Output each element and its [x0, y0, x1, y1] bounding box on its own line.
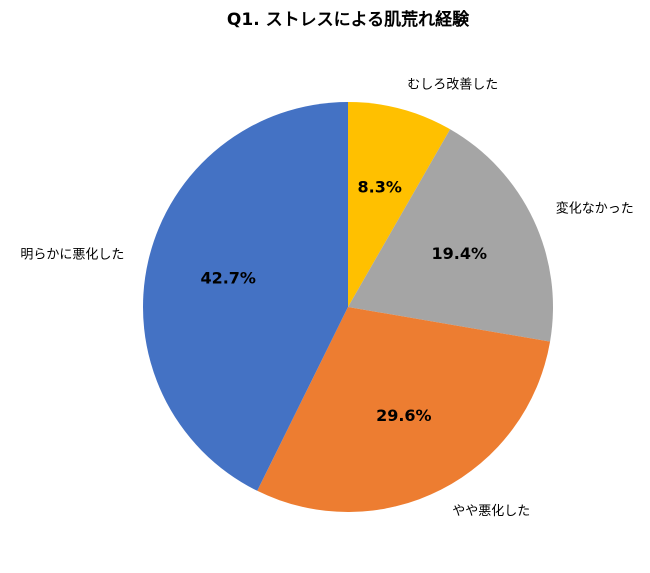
chart-title: Q1. ストレスによる肌荒れ経験	[227, 9, 470, 30]
category-label: 明らかに悪化した	[20, 247, 124, 262]
category-label: むしろ改善した	[407, 77, 498, 93]
pie-slice	[257, 307, 551, 513]
value-label: 19.4%	[432, 244, 488, 263]
category-label: 変化なかった	[556, 201, 634, 217]
category-label: やや悪化した	[452, 504, 530, 519]
value-label: 8.3%	[358, 178, 402, 197]
value-label: 29.6%	[376, 406, 432, 425]
value-label: 42.7%	[200, 269, 256, 288]
pie-slice	[348, 102, 451, 307]
pie-slice	[143, 102, 348, 491]
pie-slice	[348, 129, 553, 342]
